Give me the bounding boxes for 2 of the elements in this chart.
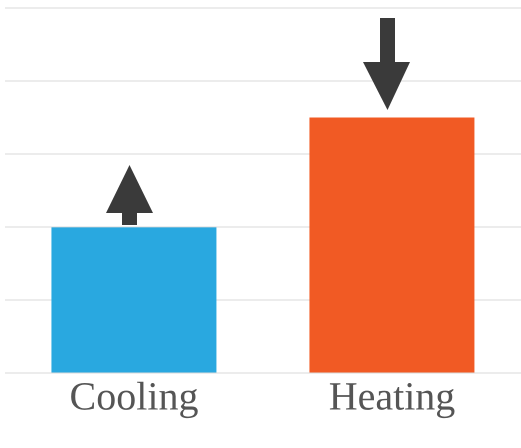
x-tick-label: Cooling xyxy=(70,373,198,418)
x-tick-label: Heating xyxy=(328,373,456,418)
